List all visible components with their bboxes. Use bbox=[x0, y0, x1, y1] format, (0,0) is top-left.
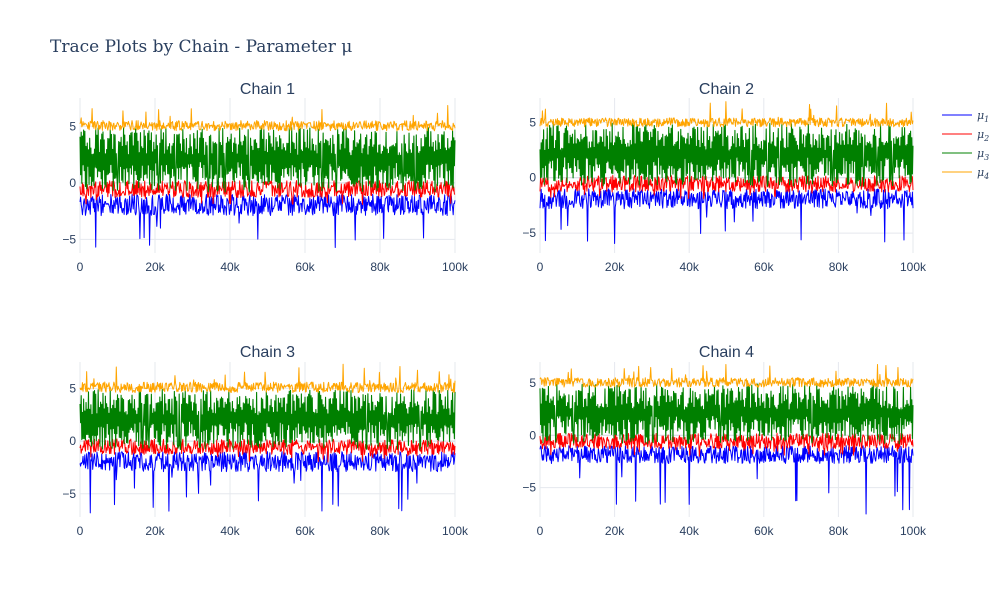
x-tick-label: 100k bbox=[442, 260, 469, 274]
trace-4-line bbox=[79, 105, 456, 132]
legend-label: μ2 bbox=[977, 128, 989, 143]
y-tick-label: −5 bbox=[522, 481, 536, 495]
trace-1-line bbox=[79, 193, 456, 249]
y-tick-label: 5 bbox=[529, 115, 536, 129]
x-tick-label: 0 bbox=[77, 524, 84, 538]
x-tick-label: 20k bbox=[145, 260, 165, 274]
y-tick-label: 0 bbox=[529, 428, 536, 442]
trace-4-line bbox=[539, 363, 914, 388]
trace-2-line bbox=[79, 180, 456, 205]
subplot-chain-3: Chain 3 0 20k 40k 60k 80k 100k −5 0 5 bbox=[62, 344, 469, 538]
y-tick-label: −5 bbox=[522, 226, 536, 240]
x-tick-label: 40k bbox=[680, 260, 700, 274]
y-tick-label: −5 bbox=[62, 487, 76, 501]
x-tick-label: 40k bbox=[680, 524, 700, 538]
y-tick-label: 5 bbox=[69, 119, 76, 133]
y-tick-label: 5 bbox=[69, 381, 76, 395]
x-tick-label: 80k bbox=[370, 524, 390, 538]
legend-item-mu2[interactable]: μ2 bbox=[942, 128, 989, 143]
y-tick-label: 5 bbox=[529, 376, 536, 390]
trace-4-line bbox=[539, 101, 914, 128]
subplot-chain-4: Chain 4 0 20k 40k 60k 80k 100k −5 0 5 bbox=[522, 344, 927, 538]
subplot-chain-2: Chain 2 0 20k 40k 60k 80k 100k −5 0 5 bbox=[522, 81, 927, 274]
trace-1-line bbox=[539, 445, 914, 515]
x-tick-label: 80k bbox=[829, 260, 849, 274]
y-tick-label: −5 bbox=[62, 232, 76, 246]
y-tick-label: 0 bbox=[69, 434, 76, 448]
x-tick-label: 60k bbox=[295, 524, 315, 538]
x-tick-label: 100k bbox=[900, 524, 927, 538]
trace-2-line bbox=[539, 175, 914, 200]
legend-item-mu4[interactable]: μ4 bbox=[942, 166, 989, 181]
legend[interactable]: μ1 μ2 μ3 μ4 bbox=[942, 109, 989, 181]
subplot-title: Chain 3 bbox=[240, 344, 295, 361]
x-tick-label: 0 bbox=[77, 260, 84, 274]
subplot-chain-1: Chain 10 20k 40k 60k 80k 100k−505 bbox=[62, 81, 469, 274]
trace-3-line bbox=[539, 122, 914, 187]
trace-1-line bbox=[539, 188, 914, 245]
x-tick-label: 0 bbox=[537, 524, 544, 538]
trace-3-line bbox=[79, 388, 456, 451]
figure-title: Trace Plots by Chain - Parameter μ bbox=[50, 37, 352, 57]
x-tick-label: 40k bbox=[220, 524, 240, 538]
trace-1-line bbox=[79, 451, 456, 514]
trace-4-line bbox=[79, 363, 456, 394]
x-tick-label: 80k bbox=[829, 524, 849, 538]
legend-label: μ4 bbox=[977, 166, 989, 181]
legend-item-mu1[interactable]: μ1 bbox=[942, 109, 989, 124]
y-tick-label: 0 bbox=[529, 171, 536, 185]
trace-3-line bbox=[539, 383, 914, 445]
x-tick-label: 60k bbox=[754, 260, 774, 274]
x-tick-label: 60k bbox=[754, 524, 774, 538]
subplot-title: Chain 1 bbox=[240, 81, 295, 98]
trace-2-line bbox=[539, 432, 914, 457]
trace-3-line bbox=[79, 127, 456, 193]
subplot-title: Chain 4 bbox=[699, 344, 754, 361]
legend-label: μ3 bbox=[977, 147, 989, 162]
x-tick-label: 0 bbox=[537, 260, 544, 274]
legend-label: μ1 bbox=[977, 109, 989, 124]
x-tick-label: 80k bbox=[370, 260, 390, 274]
x-tick-label: 20k bbox=[145, 524, 165, 538]
x-tick-label: 100k bbox=[442, 524, 469, 538]
x-tick-label: 40k bbox=[220, 260, 240, 274]
x-tick-label: 20k bbox=[605, 260, 625, 274]
subplot-title: Chain 2 bbox=[699, 81, 754, 98]
x-tick-label: 100k bbox=[900, 260, 927, 274]
legend-item-mu3[interactable]: μ3 bbox=[942, 147, 989, 162]
x-tick-label: 60k bbox=[295, 260, 315, 274]
y-tick-label: 0 bbox=[69, 176, 76, 190]
x-tick-label: 20k bbox=[605, 524, 625, 538]
